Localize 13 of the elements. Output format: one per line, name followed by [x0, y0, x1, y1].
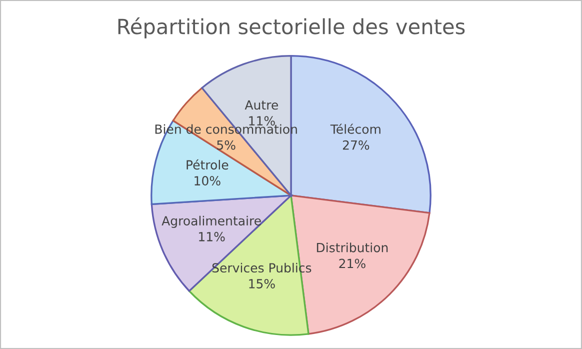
slice-label: Agroalimentaire	[162, 216, 261, 228]
data-label: 27%	[342, 140, 370, 150]
data-label: 21%	[339, 258, 366, 268]
slice-label: Autre	[244, 100, 278, 110]
slice-label: Pétrole	[186, 159, 228, 170]
data-label: 11%	[199, 232, 225, 242]
data-label: 10%	[194, 176, 220, 186]
data-label: 11%	[249, 116, 275, 126]
chart-title: Répartition sectorielle des ventes	[118, 17, 465, 38]
data-label: 5%	[217, 140, 236, 150]
data-label: 15%	[249, 278, 275, 288]
slice-label: Distribution	[316, 242, 388, 252]
slice-label: Télécom	[330, 124, 380, 134]
